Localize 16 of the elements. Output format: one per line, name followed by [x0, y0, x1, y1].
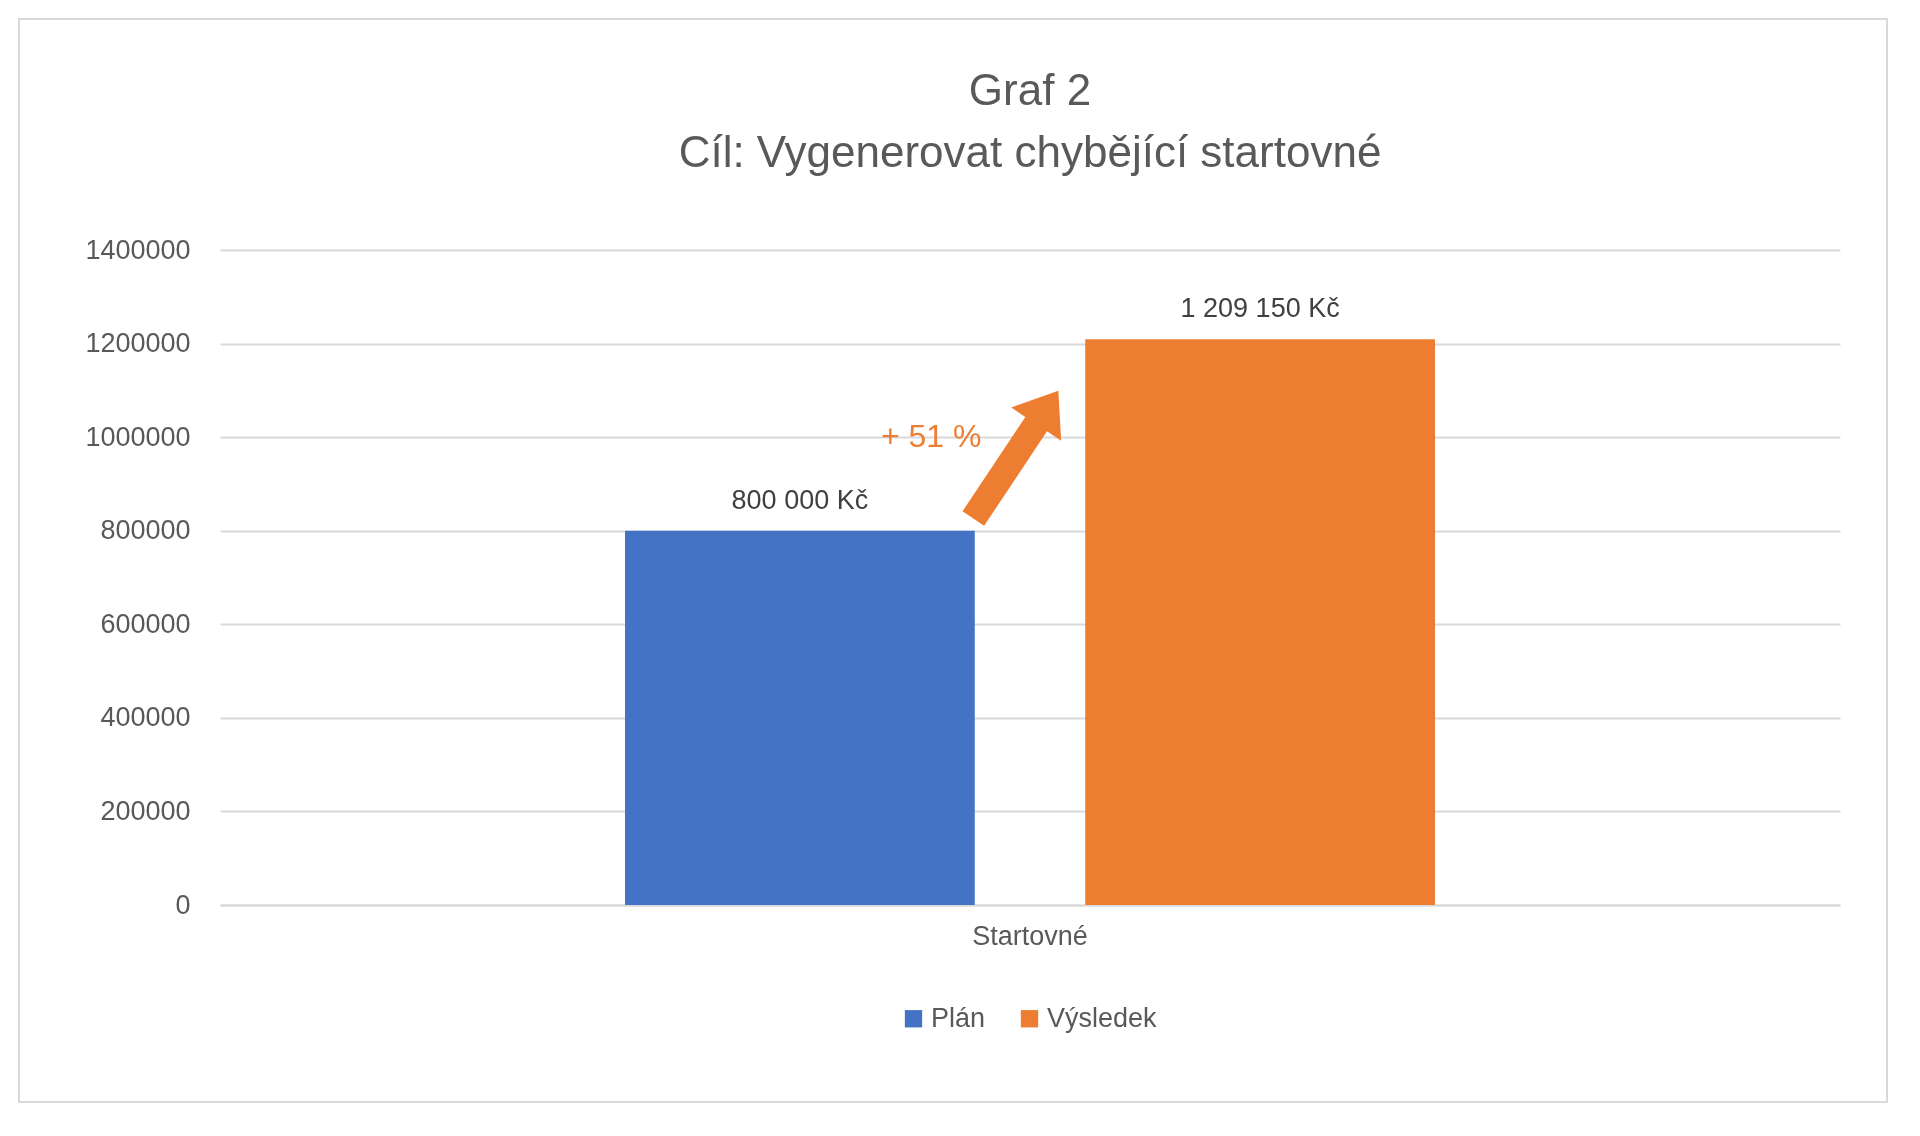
y-tick-label: 1400000 — [85, 234, 191, 265]
chart-subtitle: Cíl: Vygenerovat chybějící startovné — [678, 127, 1382, 176]
chart-title: Graf 2 — [968, 65, 1092, 114]
legend-label: Výsledek — [1047, 1002, 1158, 1033]
annotation: + 51 % — [880, 417, 982, 454]
data-label: 800 000 Kč — [731, 484, 869, 515]
y-tick-label: 1200000 — [85, 328, 191, 359]
y-tick-label: 600000 — [100, 608, 191, 639]
y-tick-label: 1000000 — [85, 421, 191, 452]
data-label: 1 209 150 Kč — [1180, 293, 1340, 324]
y-tick-label: 400000 — [100, 702, 191, 733]
legend-label: Plán — [931, 1002, 986, 1033]
y-tick-label: 800000 — [100, 515, 191, 546]
y-tick-label: 0 — [175, 889, 191, 920]
y-tick-label: 200000 — [100, 795, 191, 826]
x-tick-label: Startovné — [972, 920, 1088, 951]
